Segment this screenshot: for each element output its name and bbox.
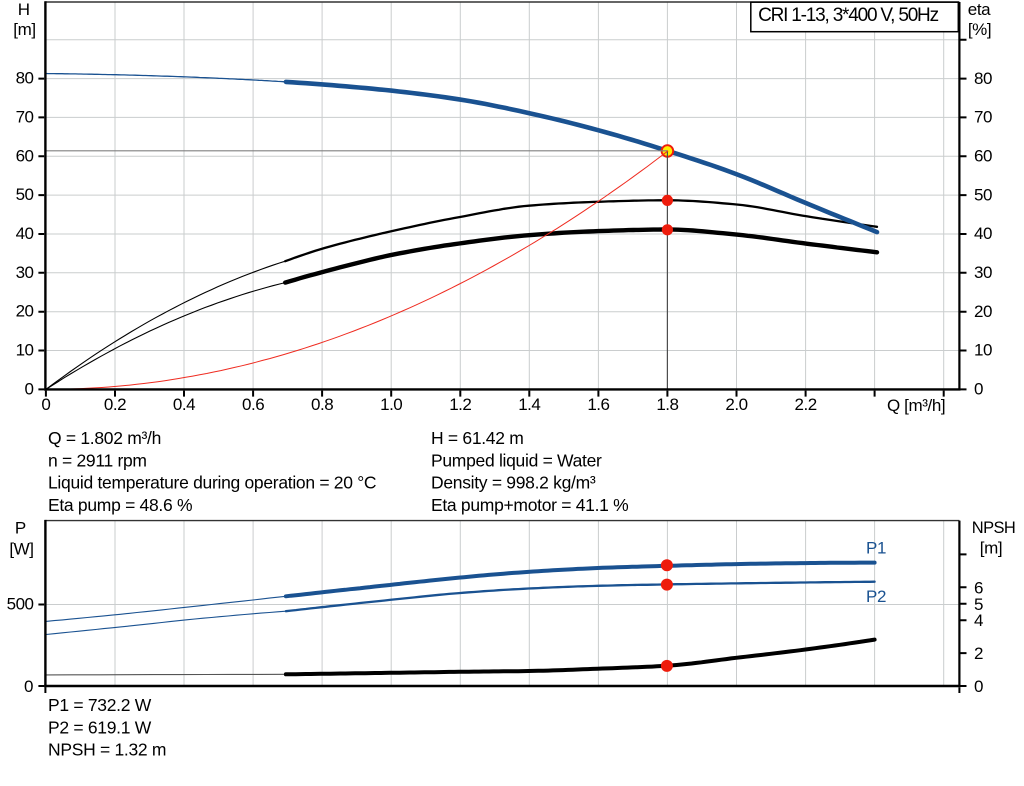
svg-text:P2 = 619.1 W: P2 = 619.1 W xyxy=(48,717,152,737)
svg-text:Pumped liquid = Water: Pumped liquid = Water xyxy=(431,450,602,470)
svg-text:NPSH = 1.32 m: NPSH = 1.32 m xyxy=(48,740,166,760)
svg-text:0.4: 0.4 xyxy=(173,395,195,414)
svg-text:[m]: [m] xyxy=(980,539,1002,558)
svg-text:[W]: [W] xyxy=(9,540,33,559)
svg-text:40: 40 xyxy=(16,224,34,243)
svg-text:H: H xyxy=(18,0,30,19)
svg-text:CRI 1-13, 3*400 V, 50Hz: CRI 1-13, 3*400 V, 50Hz xyxy=(758,5,938,26)
svg-text:Q [m³/h]: Q [m³/h] xyxy=(887,396,945,415)
svg-text:Eta pump+motor = 41.1 %: Eta pump+motor = 41.1 % xyxy=(431,495,628,515)
svg-text:P: P xyxy=(15,519,26,538)
svg-text:Eta pump = 48.6 %: Eta pump = 48.6 % xyxy=(48,495,192,515)
svg-text:NPSH: NPSH xyxy=(972,519,1015,537)
svg-text:30: 30 xyxy=(16,263,34,282)
svg-text:[m]: [m] xyxy=(13,20,35,39)
svg-text:1.4: 1.4 xyxy=(518,395,540,414)
svg-text:2: 2 xyxy=(974,644,983,663)
svg-text:0.8: 0.8 xyxy=(311,395,333,414)
svg-text:60: 60 xyxy=(974,147,992,166)
svg-text:10: 10 xyxy=(974,341,992,360)
svg-text:5: 5 xyxy=(974,595,983,614)
svg-text:80: 80 xyxy=(974,69,992,88)
svg-text:P1 = 732.2 W: P1 = 732.2 W xyxy=(48,695,152,715)
svg-text:[%]: [%] xyxy=(968,20,991,39)
svg-text:1.8: 1.8 xyxy=(656,395,678,414)
svg-text:eta: eta xyxy=(968,0,991,19)
svg-text:40: 40 xyxy=(974,224,992,243)
svg-text:50: 50 xyxy=(16,185,34,204)
svg-text:1.2: 1.2 xyxy=(449,395,471,414)
svg-text:Density = 998.2 kg/m³: Density = 998.2 kg/m³ xyxy=(431,473,596,493)
svg-text:2.0: 2.0 xyxy=(725,395,747,414)
svg-text:6: 6 xyxy=(974,578,983,597)
svg-text:Liquid temperature during oper: Liquid temperature during operation = 20… xyxy=(48,473,376,493)
svg-text:70: 70 xyxy=(16,107,34,126)
svg-text:20: 20 xyxy=(974,302,992,321)
svg-text:70: 70 xyxy=(974,108,992,127)
svg-text:0.2: 0.2 xyxy=(104,395,126,414)
svg-text:4: 4 xyxy=(974,611,983,630)
svg-text:500: 500 xyxy=(7,595,34,614)
svg-text:n = 2911 rpm: n = 2911 rpm xyxy=(48,450,147,470)
svg-text:P1: P1 xyxy=(866,539,886,558)
svg-text:Q = 1.802 m³/h: Q = 1.802 m³/h xyxy=(48,428,161,448)
svg-text:10: 10 xyxy=(16,341,34,360)
svg-text:2.2: 2.2 xyxy=(795,395,817,414)
svg-text:0: 0 xyxy=(25,379,34,398)
svg-text:0: 0 xyxy=(41,395,50,414)
svg-text:20: 20 xyxy=(16,302,34,321)
svg-text:0: 0 xyxy=(24,677,33,696)
svg-text:80: 80 xyxy=(16,69,34,88)
svg-text:50: 50 xyxy=(974,185,992,204)
svg-text:1.0: 1.0 xyxy=(380,395,402,414)
svg-text:P2: P2 xyxy=(866,587,886,606)
svg-text:H = 61.42 m: H = 61.42 m xyxy=(431,428,524,448)
svg-text:1.6: 1.6 xyxy=(587,395,609,414)
svg-text:0.6: 0.6 xyxy=(242,395,264,414)
svg-text:0: 0 xyxy=(974,380,983,399)
svg-text:60: 60 xyxy=(16,146,34,165)
svg-text:0: 0 xyxy=(974,677,983,696)
svg-text:30: 30 xyxy=(974,263,992,282)
